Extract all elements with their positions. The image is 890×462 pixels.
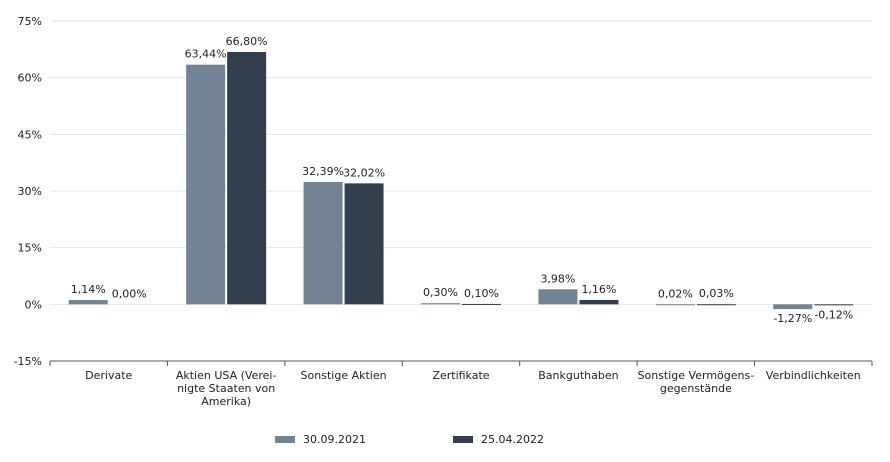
- data-label: 0,30%: [423, 286, 458, 299]
- data-label: 66,80%: [226, 35, 268, 48]
- gridlines: [49, 20, 873, 366]
- category-label: Sonstige Aktien: [301, 369, 387, 382]
- bar: [421, 303, 460, 305]
- legend-swatch: [453, 436, 473, 443]
- data-label: 1,14%: [71, 283, 106, 296]
- y-tick-label: 0%: [25, 298, 42, 311]
- legend: 30.09.2021 25.04.2022: [275, 433, 544, 446]
- bar: [68, 300, 108, 305]
- bar: [186, 64, 226, 305]
- data-label: 0,03%: [699, 287, 734, 300]
- category-label: Zertifikate: [432, 369, 489, 382]
- y-tick-label: 45%: [18, 128, 42, 141]
- data-label: 3,98%: [540, 272, 575, 285]
- y-axis-ticks: -15% 0% 15% 30% 45% 60% 75%: [14, 15, 42, 368]
- legend-label: 30.09.2021: [303, 433, 366, 446]
- legend-label: 25.04.2022: [481, 433, 544, 446]
- bar: [462, 303, 501, 305]
- y-tick-label: -15%: [14, 355, 42, 368]
- data-label: -0,12%: [814, 308, 853, 321]
- category-label: Derivate: [85, 369, 132, 382]
- y-tick-label: 60%: [18, 72, 42, 85]
- data-label: 32,02%: [343, 166, 385, 179]
- data-label: 1,16%: [581, 283, 616, 296]
- data-label: 0,10%: [464, 287, 499, 300]
- category-label: Bankguthaben: [538, 369, 618, 382]
- data-label: 0,02%: [658, 287, 693, 300]
- category-label: Sonstige Vermögens-gegenstände: [638, 369, 755, 395]
- bar: [227, 51, 267, 305]
- bar: [814, 304, 854, 306]
- bar: [696, 304, 736, 306]
- bar: [303, 181, 343, 305]
- bars: [68, 51, 854, 310]
- y-tick-label: 30%: [18, 185, 42, 198]
- data-label: 32,39%: [302, 165, 344, 178]
- bar: [655, 304, 695, 306]
- y-tick-label: 15%: [18, 242, 42, 255]
- legend-swatch: [275, 436, 295, 443]
- category-labels: Derivate Aktien USA (Verei-nigte Staaten …: [85, 369, 861, 408]
- bar: [773, 304, 813, 310]
- category-label: Verbindlichkeiten: [766, 369, 861, 382]
- bar: [344, 183, 384, 305]
- bar: [538, 289, 578, 305]
- data-label: -1,27%: [773, 312, 812, 325]
- y-tick-label: 75%: [18, 15, 42, 28]
- bar: [579, 299, 619, 305]
- data-labels: 1,14% 0,00% 63,44%66,80% 32,39% 32,02% 0,30% 0…: [71, 35, 854, 325]
- data-label: 0,00%: [112, 287, 147, 300]
- category-label: Aktien USA (Verei-nigte Staaten von Ameri…: [176, 369, 277, 408]
- data-label: 63,44%: [185, 48, 227, 61]
